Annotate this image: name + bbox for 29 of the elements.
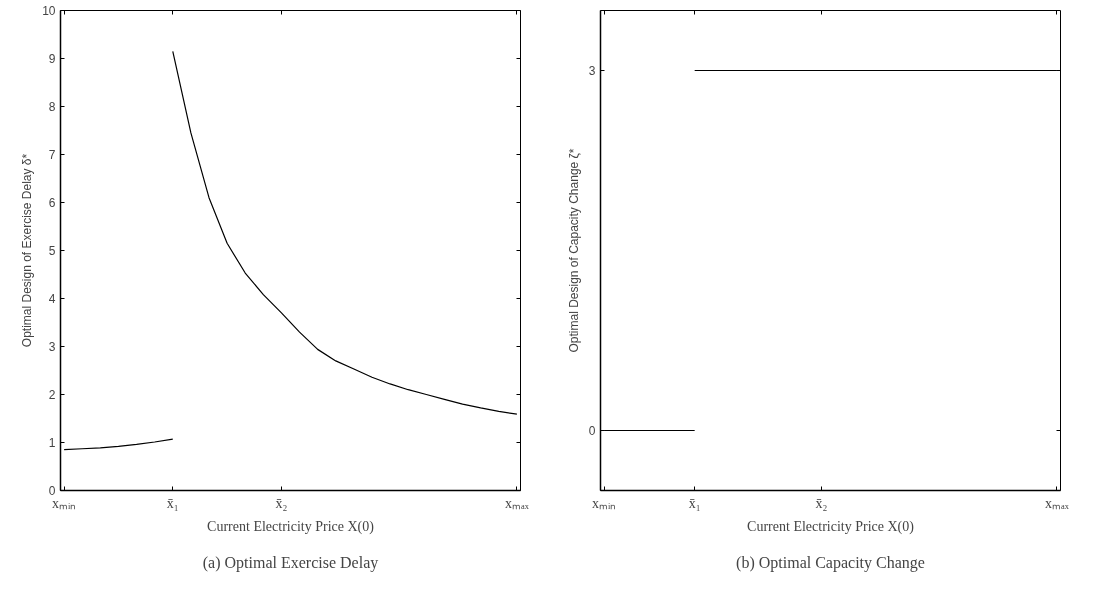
x-tick-label: xₘᵢₙ [591, 495, 617, 511]
line-series [172, 50, 518, 415]
y-tick-label: 8 [48, 100, 56, 114]
y-tick-label: 4 [48, 292, 56, 306]
x-axis-title: Current Electricity Price X(0) [207, 518, 375, 535]
y-tick-label: 5 [48, 244, 56, 258]
y-axis-title: Optimal Design of Capacity Change ζ* [566, 148, 581, 353]
y-tick-label: 1 [48, 436, 56, 450]
y-tick-label: 3 [48, 340, 56, 354]
x-tick-label: x̄₂ [275, 495, 288, 511]
line-series [63, 438, 174, 451]
x-tick-label: xₘₐₓ [1044, 495, 1070, 511]
text: (b) Optimal Capacity Change [736, 553, 925, 572]
y-tick-label: 0 [588, 424, 596, 438]
x-axis-title: Current Electricity Price X(0) [747, 518, 915, 535]
y-tick-label: 9 [48, 52, 56, 66]
text: (a) Optimal Exercise Delay [202, 553, 379, 572]
y-tick-label: 6 [48, 196, 56, 210]
y-tick-label: 0 [48, 484, 56, 498]
x-tick-label: x̄₂ [815, 495, 828, 511]
y-tick-label: 2 [48, 388, 56, 402]
y-axis-title: Optimal Design of Exercise Delay δ* [20, 153, 35, 348]
y-tick-label: 7 [48, 148, 56, 162]
x-tick-label: xₘᵢₙ [51, 495, 77, 511]
x-tick-label: x̄₁ [688, 495, 701, 511]
y-tick-label: 3 [588, 64, 596, 78]
x-tick-label: xₘₐₓ [504, 495, 530, 511]
y-tick-label: 10 [42, 4, 56, 18]
x-tick-label: x̄₁ [166, 495, 179, 511]
